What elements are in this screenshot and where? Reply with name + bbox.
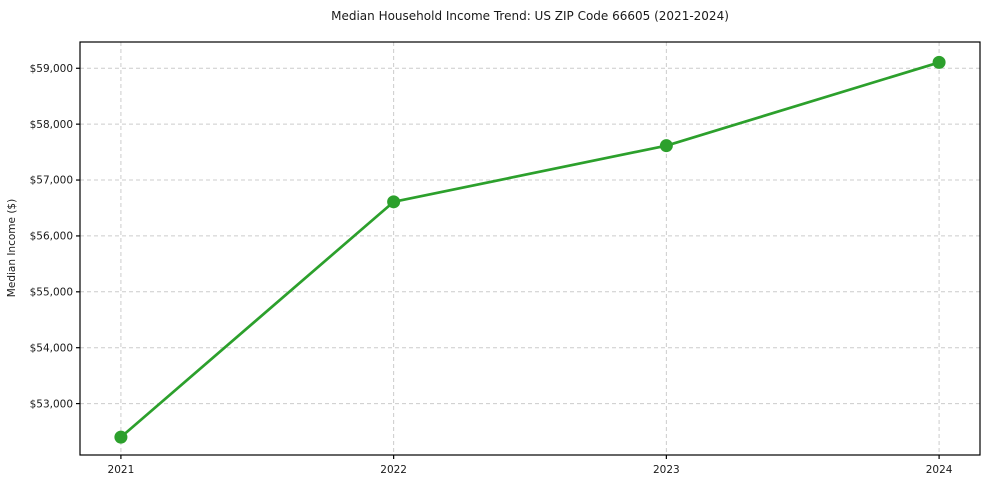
y-axis-label: Median Income ($) [6,199,18,297]
data-point-marker [659,139,673,153]
y-tick-label: $58,000 [30,119,73,131]
data-point-marker [387,195,401,209]
x-tick-label: 2023 [653,464,680,476]
y-tick-label: $56,000 [30,231,73,243]
x-tick-label: 2022 [380,464,407,476]
x-tick-label: 2021 [108,464,135,476]
chart-title: Median Household Income Trend: US ZIP Co… [331,9,729,23]
data-point-marker [114,430,128,444]
y-tick-label: $57,000 [30,175,73,187]
plot-border [79,41,981,456]
y-tick-label: $53,000 [30,398,73,410]
plot-area: $53,000 $54,000 $55,000 $56,000 $57,000 $58,0… [30,41,981,476]
y-tick-label: $55,000 [30,287,73,299]
data-point-marker [932,55,946,69]
x-tick-label: 2024 [926,464,953,476]
trend-line [119,61,941,439]
y-tick-label: $54,000 [30,342,73,354]
y-tick-label: $59,000 [30,63,73,75]
